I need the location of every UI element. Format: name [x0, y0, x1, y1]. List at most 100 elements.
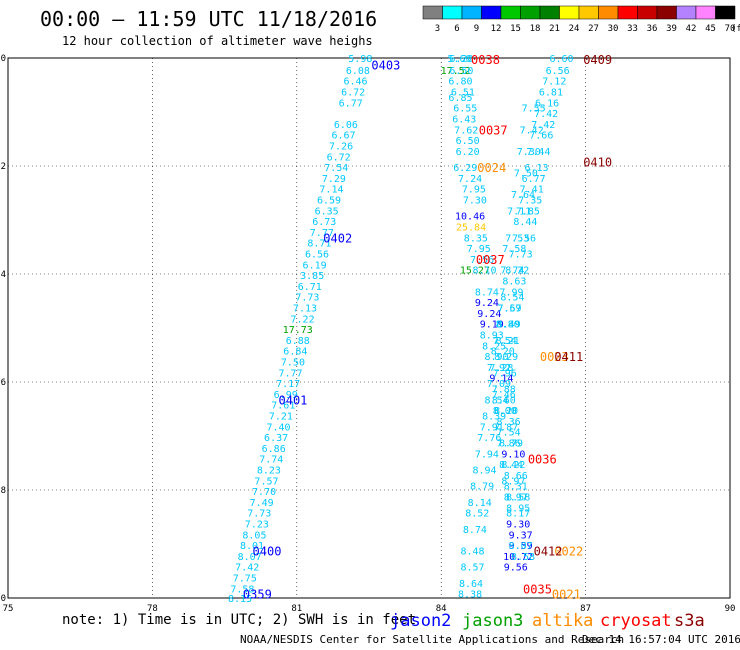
swh-value-label: 9.14: [489, 374, 513, 385]
colorbar-tick-label: 45: [705, 24, 716, 34]
swh-value-label: 7.22: [291, 314, 315, 325]
swh-value-label: 6.37: [264, 433, 288, 444]
swh-value-label: 8.74: [475, 287, 499, 298]
swh-value-label: 7.13: [293, 303, 317, 314]
swh-value-label: 8.71: [307, 239, 331, 250]
chart-subtitle: 12 hour collection of altimeter wave hei…: [62, 34, 373, 48]
swh-value-label: 17.73: [283, 325, 313, 336]
swh-value-label: 8.20: [491, 347, 515, 358]
swh-value-label: 8.97: [504, 492, 528, 503]
swh-value-label: 6.73: [312, 217, 336, 228]
colorbar-swatch: [715, 5, 736, 20]
swh-value-label: 6.72: [341, 87, 365, 98]
timestamp: Dec 14 16:57:04 UTC 2016: [582, 633, 740, 646]
swh-value-label: 6.86: [262, 444, 286, 455]
time-label: 0021: [552, 588, 581, 602]
colorbar-tick-label: 12: [491, 24, 502, 34]
swh-value-label: 7.62: [454, 125, 478, 136]
colorbar-tick-label: 24: [569, 24, 580, 34]
swh-value-label: 7.95: [467, 244, 491, 255]
time-label: 0023: [540, 350, 569, 364]
swh-value-label: 7.75: [233, 573, 257, 584]
swh-value-label: 7.28: [489, 363, 513, 374]
swh-value-label: 7.73: [509, 249, 533, 260]
swh-value-label: 6.20: [449, 54, 473, 65]
swh-value-label: 6.43: [452, 114, 476, 125]
swh-value-label: 6.08: [346, 66, 370, 77]
swh-value-label: 5.98: [348, 54, 372, 65]
swh-value-label: 7.46: [492, 390, 516, 401]
swh-value-label: 7.42: [534, 109, 558, 120]
x-tick-label: 90: [725, 604, 736, 614]
legend-jason2: jason2: [390, 611, 451, 631]
swh-value-label: 6.80: [448, 77, 472, 88]
swh-value-label: 6.56: [305, 249, 329, 260]
y-tick-label: 0: [1, 54, 6, 64]
swh-value-label: 6.50: [449, 66, 473, 77]
swh-value-label: 9.30: [506, 519, 530, 530]
colorbar-swatch: [637, 5, 658, 20]
swh-value-label: 7.42: [531, 120, 555, 131]
swh-value-label: 7.17: [276, 379, 300, 390]
swh-value-label: 8.48: [460, 546, 484, 557]
swh-value-label: 6.77: [522, 174, 546, 185]
time-label: 0359: [243, 588, 272, 602]
swh-value-label: 7.54: [324, 163, 348, 174]
swh-value-label: 7.64: [511, 190, 535, 201]
colorbar-swatch: [656, 5, 677, 20]
legend-s3a: s3a: [674, 611, 705, 631]
swh-value-label: 6.99: [274, 390, 298, 401]
swh-value-label: 8.94: [472, 465, 496, 476]
swh-value-label: 8.07: [509, 541, 533, 552]
swh-value-label: 7.56: [470, 255, 494, 266]
swh-value-label: 7.09: [487, 379, 511, 390]
swh-value-label: 6.35: [315, 206, 339, 217]
colorbar-tick-label: 6: [454, 24, 459, 34]
time-label: 0038: [471, 53, 500, 67]
swh-value-label: 6.60: [549, 54, 573, 65]
swh-value-label: 7.69: [498, 303, 522, 314]
swh-value-label: 7.42: [520, 125, 544, 136]
swh-value-label: 7.24: [458, 174, 482, 185]
swh-value-label: 8.49: [497, 320, 521, 331]
swh-value-label: 7.73: [247, 509, 271, 520]
swh-value-label: 7.58: [502, 244, 526, 255]
colorbar-tick-label: 42: [686, 24, 697, 34]
swh-value-label: 7.44: [526, 147, 550, 158]
plot-frame: [7, 57, 731, 599]
credit: NOAA/NESDIS Center for Satellite Applica…: [240, 633, 624, 646]
legend-jason3: jason3: [462, 611, 523, 631]
data-labels: 5.986.086.466.726.776.066.677.266.727.54…: [228, 54, 574, 605]
swh-value-label: 8.54: [485, 395, 509, 406]
colorbar-tick-label: 15: [510, 24, 521, 34]
swh-value-label: 8.14: [468, 498, 492, 509]
swh-value-label: 7.70: [252, 487, 276, 498]
time-label: 0037: [476, 253, 505, 267]
swh-value-label: 8.74: [463, 525, 487, 536]
colorbar-swatch: [422, 5, 443, 20]
swh-value-label: 9.24: [477, 309, 501, 320]
swh-value-label: 7.12: [542, 77, 566, 88]
swh-value-label: 8.58: [511, 552, 535, 563]
colorbar-swatch: [578, 5, 599, 20]
swh-value-label: 6.06: [334, 120, 358, 131]
swh-value-label: 9.24: [475, 298, 499, 309]
swh-value-label: 6.84: [283, 347, 307, 358]
colorbar-swatch: [598, 5, 619, 20]
swh-value-label: 7.57: [498, 303, 522, 314]
time-label: 0035: [523, 582, 552, 596]
time-label: 0410: [583, 156, 612, 170]
swh-value-label: 3.85: [300, 271, 324, 282]
swh-value-label: 8.39: [482, 411, 506, 422]
swh-value-label: 7.41: [520, 185, 544, 196]
swh-value-label: 7.73: [295, 293, 319, 304]
swh-value-label: 8.44: [499, 460, 523, 471]
colorbar-tick-label: 27: [588, 24, 599, 34]
swh-value-label: 8.90: [485, 352, 509, 363]
grid: [8, 58, 730, 598]
time-label: 0036: [528, 453, 557, 467]
swh-value-label: 8.22: [505, 266, 529, 277]
swh-value-label: 8.80: [496, 320, 520, 331]
swh-value-label: 7.96: [493, 368, 517, 379]
